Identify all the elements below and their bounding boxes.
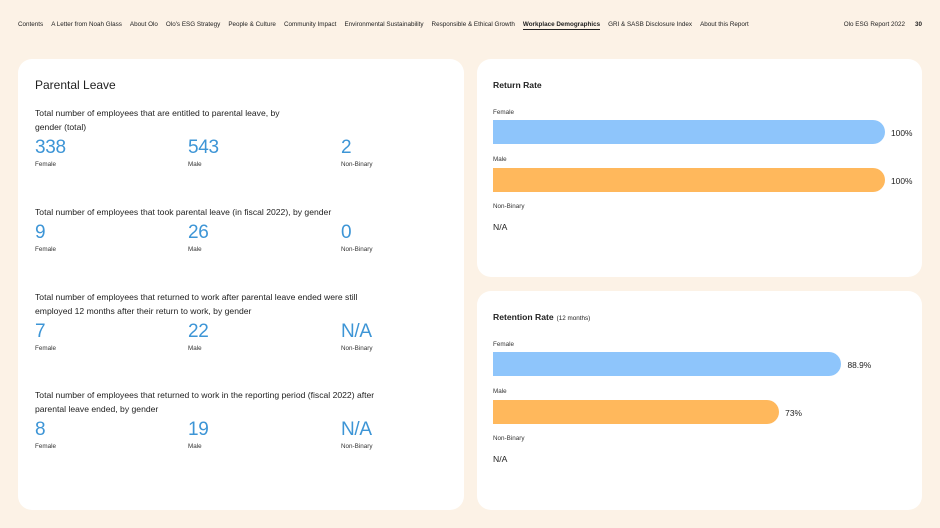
stat-value: 22 — [188, 321, 209, 342]
return-rate-title: Return Rate — [493, 80, 542, 90]
nav-link-letter[interactable]: A Letter from Noah Glass — [51, 21, 122, 28]
stat-value: 26 — [188, 222, 209, 243]
bar-label-female: Female — [493, 341, 514, 348]
nav-link-workplace-demographics[interactable]: Workplace Demographics — [522, 21, 601, 30]
nav-link-people-culture[interactable]: People & Culture — [228, 21, 276, 28]
return-bar-female — [493, 120, 885, 144]
retention-value-male: 73% — [785, 408, 802, 418]
nav-link-responsible-growth[interactable]: Responsible & Ethical Growth — [431, 21, 515, 28]
nav-link-community-impact[interactable]: Community Impact — [283, 21, 337, 28]
stat-question: Total number of employees that took pare… — [35, 207, 332, 217]
return-value-non-binary: N/A — [493, 222, 508, 232]
stat-row: 338 Female 543 Male 2 Non-Binary — [35, 138, 435, 172]
stat-label: Non-Binary — [341, 443, 373, 450]
stat-value: 543 — [188, 137, 219, 158]
stat-male: 543 Male — [188, 137, 219, 169]
retention-rate-title: Retention Rate (12 months) — [493, 312, 590, 322]
stat-non-binary: 2 Non-Binary — [341, 137, 373, 169]
still-employed-block: Total number of employees that returned … — [35, 290, 435, 356]
bar-label-male: Male — [493, 156, 507, 163]
stat-value: 7 — [35, 321, 46, 342]
nav-link-contents[interactable]: Contents — [18, 21, 44, 28]
nav-link-environmental-sustainability[interactable]: Environmental Sustainability — [344, 21, 424, 28]
stat-value: 338 — [35, 137, 66, 158]
nav-links: Contents A Letter from Noah Glass About … — [18, 21, 749, 30]
stat-female: 7 Female — [35, 321, 56, 353]
return-value-male: 100% — [891, 176, 913, 186]
stat-value: N/A — [341, 321, 372, 342]
parental-leave-card: Parental Leave Total number of employees… — [18, 59, 464, 510]
stat-question: Total number of employees that returned … — [35, 292, 358, 316]
stat-label: Female — [35, 161, 56, 168]
stat-non-binary: N/A Non-Binary — [341, 321, 373, 353]
stat-value: N/A — [341, 419, 372, 440]
return-value-female: 100% — [891, 128, 913, 138]
retention-bar-male — [493, 400, 780, 424]
stat-value: 2 — [341, 137, 352, 158]
nav-link-about-report[interactable]: About this Report — [700, 21, 749, 28]
stat-female: 8 Female — [35, 419, 56, 451]
returned-to-work-block: Total number of employees that returned … — [35, 388, 435, 454]
bar-label-male: Male — [493, 388, 507, 395]
stat-row: 9 Female 26 Male 0 Non-Binary — [35, 223, 435, 257]
return-bar-male — [493, 168, 885, 192]
retention-value-female: 88.9% — [847, 360, 872, 370]
took-leave-block: Total number of employees that took pare… — [35, 205, 435, 257]
retention-value-non-binary: N/A — [493, 454, 508, 464]
stat-row: 7 Female 22 Male N/A Non-Binary — [35, 322, 435, 356]
stat-value: 0 — [341, 222, 352, 243]
stat-question: Total number of employees that are entit… — [35, 108, 280, 132]
stat-question: Total number of employees that returned … — [35, 390, 375, 414]
stat-label: Non-Binary — [341, 345, 373, 352]
stat-label: Male — [188, 443, 202, 450]
report-title: Olo ESG Report 2022 — [843, 21, 905, 28]
top-navigation: Contents A Letter from Noah Glass About … — [0, 0, 940, 50]
stat-label: Non-Binary — [341, 246, 373, 253]
nav-link-about-olo[interactable]: About Olo — [129, 21, 158, 28]
stat-value: 19 — [188, 419, 209, 440]
page-number: 30 — [914, 21, 922, 28]
retention-bar-female — [493, 352, 842, 376]
stat-male: 22 Male — [188, 321, 209, 353]
stat-female: 9 Female — [35, 222, 56, 254]
retention-subtitle: (12 months) — [556, 315, 591, 322]
stat-male: 26 Male — [188, 222, 209, 254]
nav-link-gri-sasb-index[interactable]: GRI & SASB Disclosure Index — [608, 21, 693, 28]
stat-male: 19 Male — [188, 419, 209, 451]
bar-label-non-binary: Non-Binary — [493, 203, 525, 210]
stat-label: Non-Binary — [341, 161, 373, 168]
return-rate-card: Return Rate Female 100% Male 100% Non-Bi… — [477, 59, 922, 277]
stat-label: Female — [35, 345, 56, 352]
retention-rate-card: Retention Rate (12 months) Female 88.9% M… — [477, 291, 922, 510]
retention-title-text: Retention Rate — [493, 312, 554, 322]
bar-label-non-binary: Non-Binary — [493, 435, 525, 442]
stat-label: Male — [188, 345, 202, 352]
nav-link-esg-strategy[interactable]: Olo's ESG Strategy — [165, 21, 221, 28]
report-header: Olo ESG Report 2022 30 — [844, 21, 922, 28]
stat-non-binary: N/A Non-Binary — [341, 419, 373, 451]
stat-label: Male — [188, 246, 202, 253]
bar-label-female: Female — [493, 109, 514, 116]
stat-non-binary: 0 Non-Binary — [341, 222, 373, 254]
entitled-leave-block: Total number of employees that are entit… — [35, 106, 435, 172]
stat-value: 9 — [35, 222, 46, 243]
stat-label: Female — [35, 246, 56, 253]
stat-row: 8 Female 19 Male N/A Non-Binary — [35, 420, 435, 454]
stat-value: 8 — [35, 419, 46, 440]
parental-leave-title: Parental Leave — [35, 78, 116, 92]
stat-female: 338 Female — [35, 137, 66, 169]
stat-label: Male — [188, 161, 202, 168]
stat-label: Female — [35, 443, 56, 450]
